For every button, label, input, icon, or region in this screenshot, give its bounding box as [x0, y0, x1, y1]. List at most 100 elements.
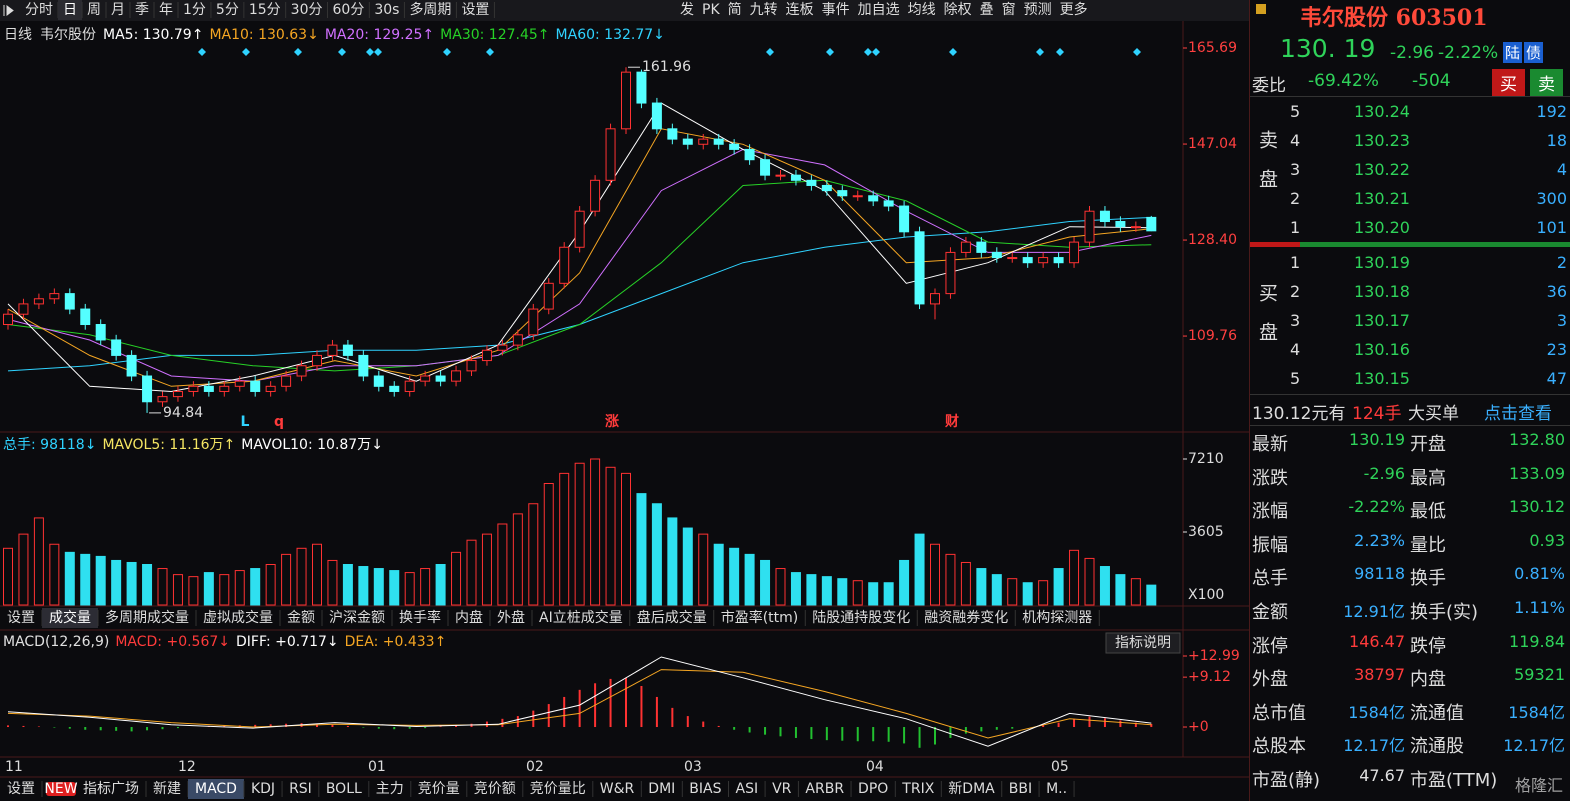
- tab[interactable]: 设置: [7, 610, 35, 626]
- volume-header: MAVOL5: 11.16万↑: [102, 437, 235, 453]
- tab[interactable]: 内盘: [455, 609, 483, 626]
- tab[interactable]: 发: [680, 2, 694, 18]
- event-marker: q: [274, 414, 284, 430]
- tab[interactable]: BBI: [1009, 781, 1032, 797]
- candle-body: [1084, 210, 1095, 243]
- tab[interactable]: 盘后成交量: [637, 609, 707, 626]
- tab[interactable]: 设置: [7, 781, 35, 797]
- tab[interactable]: BOLL: [326, 781, 362, 797]
- tab[interactable]: 主力: [376, 781, 404, 797]
- tab[interactable]: 均线: [908, 2, 936, 18]
- tab[interactable]: 1分: [183, 2, 206, 18]
- legend-item: MA20: 129.25↑: [325, 27, 434, 43]
- tab[interactable]: 除权: [944, 2, 972, 18]
- y-tick-label: +0: [1188, 719, 1209, 735]
- tab[interactable]: 加自选: [858, 2, 900, 18]
- tab[interactable]: W&R: [600, 781, 635, 797]
- tab[interactable]: 沪深金额: [329, 610, 385, 626]
- volume-header: 总手: 98118↓: [3, 437, 96, 453]
- tab[interactable]: 外盘: [497, 609, 525, 626]
- tab[interactable]: AI立桩成交量: [539, 609, 623, 626]
- tab[interactable]: 30分: [291, 2, 323, 18]
- candle-body: [404, 380, 415, 392]
- tab[interactable]: DMI: [648, 781, 675, 797]
- candle-body: [976, 241, 987, 253]
- tab[interactable]: 窗: [1002, 1, 1016, 18]
- tab[interactable]: 市盈率(ttm): [721, 609, 799, 626]
- trade-link[interactable]: 点击查看: [1484, 404, 1552, 424]
- tab[interactable]: 60分: [333, 2, 365, 18]
- tab[interactable]: RSI: [289, 781, 312, 797]
- tab[interactable]: PK: [702, 2, 720, 18]
- tab[interactable]: 竞价量: [418, 780, 460, 797]
- tab[interactable]: 设置: [461, 2, 489, 18]
- tab[interactable]: M..: [1046, 781, 1067, 797]
- help-button[interactable]: [1105, 632, 1181, 654]
- ma-line: [7, 148, 1152, 382]
- event-diamond: [366, 48, 374, 56]
- order-price: 130.20: [1354, 218, 1410, 237]
- tab[interactable]: VR: [772, 781, 792, 797]
- stat-label: 总股本: [1252, 736, 1306, 758]
- stat-label: 最高: [1410, 467, 1446, 489]
- event-diamond: [826, 48, 834, 56]
- tab[interactable]: TRIX: [901, 781, 934, 797]
- candle-body: [760, 159, 771, 176]
- tab[interactable]: DPO: [858, 781, 888, 797]
- tab[interactable]: 融资融券变化: [924, 610, 1008, 626]
- tab[interactable]: 换手率: [399, 609, 441, 626]
- tab[interactable]: 机构探测器: [1022, 610, 1092, 626]
- tab[interactable]: KDJ: [251, 781, 275, 797]
- tab[interactable]: 事件: [822, 2, 850, 18]
- help-label[interactable]: 指标说明: [1115, 635, 1171, 651]
- tab[interactable]: 更多: [1060, 1, 1088, 18]
- candle-body: [1038, 257, 1049, 264]
- tab[interactable]: 15分: [249, 2, 281, 18]
- x-tick-label: 04: [866, 759, 884, 775]
- candle-body: [899, 205, 910, 233]
- tab[interactable]: 新建: [153, 781, 181, 797]
- candle-body: [358, 354, 369, 377]
- tab[interactable]: BIAS: [689, 781, 721, 797]
- volume-bar: [528, 503, 539, 606]
- tab[interactable]: 年: [159, 2, 173, 18]
- tab[interactable]: 新DMA: [948, 781, 995, 797]
- tab[interactable]: 金额: [287, 610, 315, 626]
- legend-item: MA60: 132.77↓: [556, 27, 665, 43]
- tab[interactable]: 多周期: [409, 1, 451, 18]
- tab[interactable]: ASI: [736, 781, 759, 797]
- tab[interactable]: 竞价量比: [530, 780, 586, 797]
- sell-button[interactable]: 卖: [1530, 69, 1563, 96]
- volume-bar: [543, 482, 554, 606]
- tab[interactable]: 5分: [216, 2, 239, 18]
- tab[interactable]: 指标广场: [83, 781, 139, 797]
- quote-panel: 韦尔股份 603501 130. 19 -2.96 -2.22% 陆债委比 -69.42%…: [1249, 0, 1570, 801]
- tab[interactable]: 分时: [25, 2, 53, 18]
- tab[interactable]: ARBR: [805, 781, 844, 797]
- bar-buy: [1300, 242, 1570, 247]
- macd-header: MACD(12,26,9): [3, 634, 109, 650]
- candle-body: [960, 241, 971, 253]
- buy-button[interactable]: 买: [1492, 69, 1525, 96]
- tab[interactable]: 30s: [374, 2, 399, 18]
- icon[interactable]: [3, 5, 14, 16]
- tab[interactable]: 叠: [980, 2, 994, 18]
- tab[interactable]: 连板: [786, 2, 814, 18]
- x-tick-label: 12: [178, 759, 196, 775]
- tab[interactable]: 预测: [1024, 2, 1052, 18]
- tab[interactable]: 日: [63, 2, 77, 18]
- tab[interactable]: 竞价额: [474, 780, 516, 797]
- tab[interactable]: 简: [728, 1, 742, 18]
- candle-body: [1069, 241, 1080, 264]
- order-volume: 47: [1546, 369, 1567, 388]
- level: 2: [1290, 189, 1301, 208]
- tab[interactable]: 季: [135, 2, 149, 18]
- tab[interactable]: 周: [87, 2, 101, 18]
- tab[interactable]: 虚拟成交量: [203, 609, 273, 626]
- tab[interactable]: MACD: [195, 781, 237, 797]
- tab[interactable]: 陆股通持股变化: [812, 610, 910, 626]
- tab[interactable]: 成交量: [49, 609, 91, 626]
- tab[interactable]: 月: [111, 2, 125, 18]
- tab[interactable]: 多周期成交量: [105, 609, 189, 626]
- tab[interactable]: 九转: [750, 2, 778, 18]
